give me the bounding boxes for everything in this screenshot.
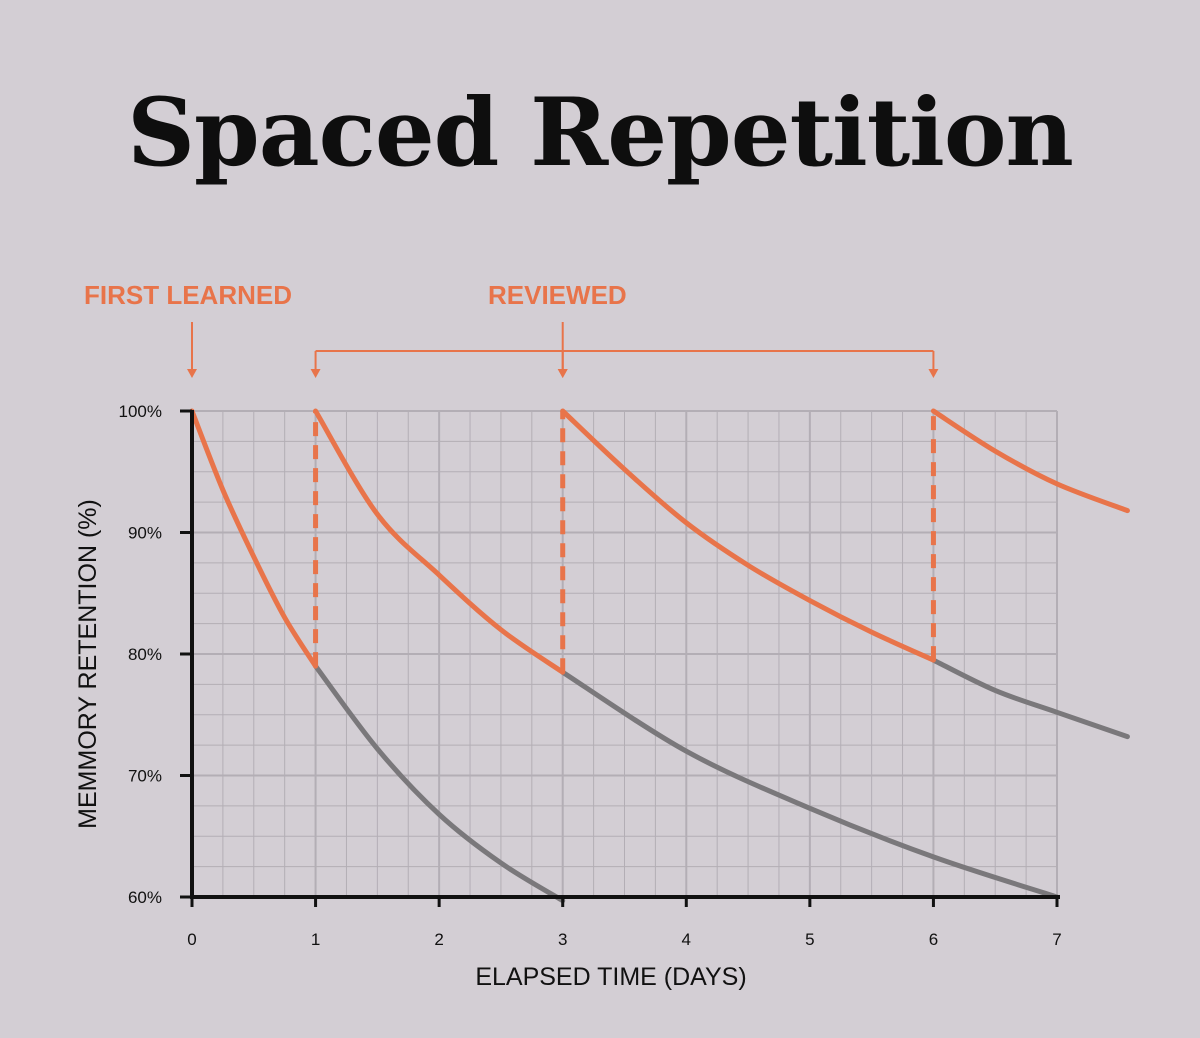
first-learned-arrow-head xyxy=(187,369,197,378)
forgetting-curve-1 xyxy=(313,663,566,904)
x-tick-label: 5 xyxy=(805,930,814,949)
x-tick-label: 3 xyxy=(558,930,567,949)
x-tick-label: 0 xyxy=(187,930,196,949)
x-tick-label: 4 xyxy=(682,930,691,949)
y-tick-label: 70% xyxy=(128,767,162,786)
x-tick-label: 1 xyxy=(311,930,320,949)
x-axis-title: ELAPSED TIME (DAYS) xyxy=(475,963,746,991)
curves xyxy=(189,408,1130,904)
y-tick-label: 90% xyxy=(128,524,162,543)
ticks: 0 1 2 3 4 5 6 7 60% 70% 80% 90% 100% xyxy=(119,402,1062,949)
forgetting-curve-2 xyxy=(560,669,1060,900)
forgetting-curve-3 xyxy=(930,657,1130,740)
reviewed-arrow-3-head xyxy=(928,369,939,378)
x-tick-label: 7 xyxy=(1052,930,1061,949)
x-tick-label: 6 xyxy=(929,930,938,949)
annotation-arrows xyxy=(187,322,939,378)
reviewed-arrow-1-head xyxy=(310,369,321,378)
y-tick-label: 60% xyxy=(128,888,162,907)
first-learned-label: FIRST LEARNED xyxy=(84,280,292,310)
x-tick-label: 2 xyxy=(434,930,443,949)
reviewed-label: REVIEWED xyxy=(488,280,627,310)
y-tick-label: 100% xyxy=(119,402,162,421)
y-axis-title: MEMMORY RETENTION (%) xyxy=(74,499,102,829)
y-tick-label: 80% xyxy=(128,645,162,664)
page-title: Spaced Repetition xyxy=(127,78,1074,188)
retained-curve-4 xyxy=(930,408,1130,514)
retained-curve-2 xyxy=(313,408,566,675)
reviewed-arrow-2-head xyxy=(557,369,568,378)
retained-curve-1 xyxy=(189,408,319,669)
grid xyxy=(191,410,1058,898)
retained-curve-3 xyxy=(560,408,936,663)
